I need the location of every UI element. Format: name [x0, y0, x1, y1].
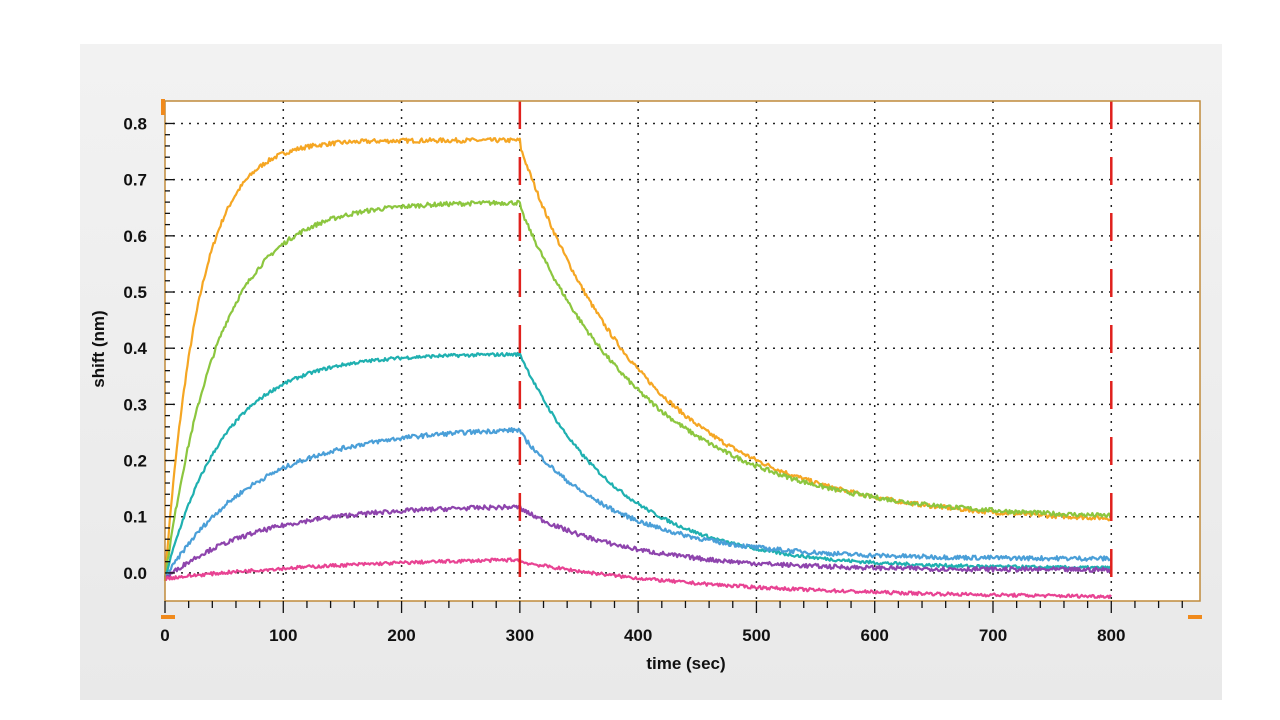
x-tick-label: 700 — [979, 626, 1007, 645]
series-lines — [163, 137, 1113, 600]
y-tick-label: 0.4 — [123, 339, 147, 358]
axis-handle — [161, 615, 175, 619]
y-tick-label: 0.0 — [123, 564, 147, 583]
series-line-2 — [163, 199, 1112, 579]
x-tick-label: 400 — [624, 626, 652, 645]
axis-handle — [161, 99, 165, 115]
y-axis-title: shift (nm) — [89, 310, 108, 387]
y-tick-label: 0.3 — [123, 395, 147, 414]
x-tick-label: 500 — [742, 626, 770, 645]
y-tick-label: 0.5 — [123, 283, 147, 302]
plot-background — [165, 101, 1200, 601]
x-tick-label: 100 — [269, 626, 297, 645]
chart-panel: 0.0 0.1 0.2 0.3 0.4 0.5 0.6 0.7 0.8 0 100 200 300 400… — [80, 44, 1222, 700]
x-tick-label: 200 — [387, 626, 415, 645]
x-tick-label: 800 — [1097, 626, 1125, 645]
y-tick-label: 0.7 — [123, 171, 147, 190]
series-line-3 — [163, 351, 1112, 578]
y-tick-label: 0.1 — [123, 508, 147, 527]
x-tick-label: 0 — [160, 626, 169, 645]
plot-frame — [164, 100, 1201, 602]
series-line-6 — [163, 557, 1113, 600]
x-axis-title: time (sec) — [646, 654, 725, 673]
axes: 0.0 0.1 0.2 0.3 0.4 0.5 0.6 0.7 0.8 0 100 200 300 400… — [123, 99, 1202, 645]
y-tick-label: 0.8 — [123, 114, 147, 133]
y-tick-label: 0.2 — [123, 452, 147, 471]
series-line-4 — [163, 427, 1112, 580]
x-tick-label: 300 — [506, 626, 534, 645]
x-tick-label: 600 — [861, 626, 889, 645]
y-tick-label: 0.6 — [123, 227, 147, 246]
series-line-5 — [164, 503, 1113, 580]
axis-handle — [1188, 615, 1202, 619]
binding-kinetics-chart: 0.0 0.1 0.2 0.3 0.4 0.5 0.6 0.7 0.8 0 100 200 300 400… — [89, 99, 1202, 673]
step-markers — [518, 101, 1113, 581]
